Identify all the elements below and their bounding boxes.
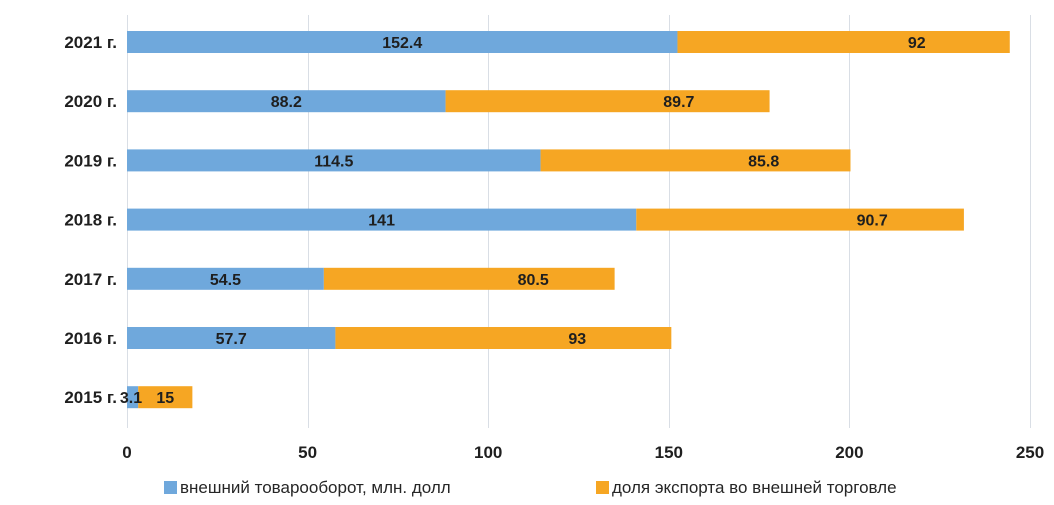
- data-label: 15: [156, 390, 174, 407]
- bar-export-share-2018г: [636, 208, 964, 231]
- data-label: 90.7: [857, 213, 888, 230]
- data-label: 141: [368, 213, 395, 230]
- bar-turnover-2016г: [127, 327, 336, 349]
- x-tick-label: 0: [122, 443, 131, 462]
- x-tick-label: 200: [835, 443, 863, 462]
- bar-turnover-2015г: [127, 386, 139, 409]
- bar-turnover-2019г: [127, 149, 541, 172]
- bar-turnover-2021г: [127, 31, 678, 53]
- bar-turnover-2017г: [127, 267, 324, 290]
- data-labels: 3.1 15 57.7 93 54.5 80.5 141 90.7 114.5 85.8 88.2 8…: [120, 35, 926, 407]
- data-label: 3.1: [120, 390, 142, 407]
- data-label: 89.7: [663, 94, 694, 111]
- bar-export-share-2020г: [445, 90, 770, 113]
- data-label: 54.5: [210, 272, 241, 289]
- legend-swatch-turnover: [164, 481, 177, 494]
- x-tick-label: 250: [1016, 443, 1044, 462]
- data-label: 114.5: [314, 153, 353, 170]
- data-label: 57.7: [216, 331, 247, 348]
- data-label: 80.5: [518, 272, 549, 289]
- x-tick-label: 150: [655, 443, 683, 462]
- legend-label-turnover: внешний товарооборот, млн. долл: [180, 478, 451, 497]
- category-label: 2015 г.: [64, 388, 117, 407]
- category-label: 2019 г.: [64, 151, 117, 170]
- legend-label-export-share: доля экспорта во внешней торговле: [612, 478, 897, 497]
- data-label: 93: [568, 331, 586, 348]
- category-label: 2018 г.: [64, 211, 117, 230]
- x-tick-label: 50: [298, 443, 317, 462]
- bar-export-share-2019г: [540, 149, 851, 172]
- bars: [127, 31, 1010, 409]
- legend-swatch-export-share: [596, 481, 609, 494]
- bar-export-share-2021г: [677, 31, 1010, 53]
- data-label: 88.2: [271, 94, 302, 111]
- category-label: 2017 г.: [64, 270, 117, 289]
- category-labels: 2015 г. 2016 г. 2017 г. 2018 г. 2019 г. 2020 …: [64, 33, 117, 407]
- data-label: 92: [908, 35, 926, 52]
- category-label: 2020 г.: [64, 92, 117, 111]
- x-axis-tick-labels: 0 50 100 150 200 250: [122, 443, 1044, 462]
- category-label: 2016 г.: [64, 329, 117, 348]
- bar-export-share-2017г: [323, 267, 615, 290]
- data-label: 152.4: [382, 35, 422, 52]
- bar-export-share-2016г: [335, 327, 672, 349]
- category-label: 2021 г.: [64, 33, 117, 52]
- bar-turnover-2018г: [127, 208, 637, 231]
- bar-export-share-2015г: [138, 386, 193, 409]
- bar-turnover-2020г: [127, 90, 446, 113]
- x-tick-label: 100: [474, 443, 502, 462]
- legend: внешний товарооборот, млн. долл доля эксп…: [164, 478, 897, 497]
- data-label: 85.8: [748, 153, 779, 170]
